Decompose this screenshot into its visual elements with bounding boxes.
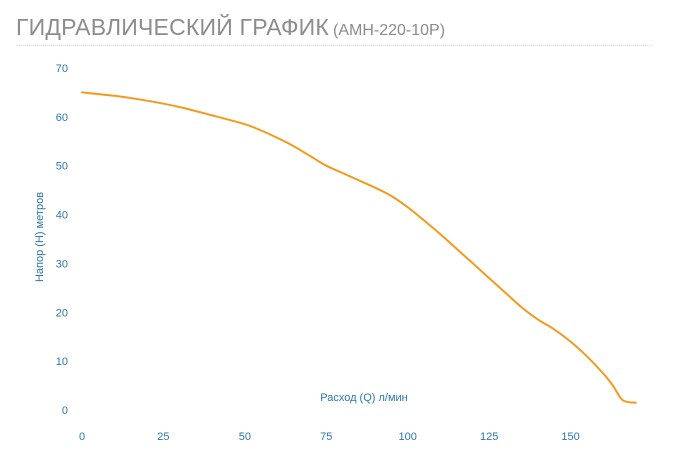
- x-tick-label: 150: [561, 431, 579, 443]
- x-tick-label: 100: [399, 431, 417, 443]
- title-divider: [16, 45, 652, 46]
- pump-performance-curve: [81, 91, 637, 404]
- x-tick-label: 50: [239, 431, 251, 443]
- y-tick-label: 30: [56, 258, 68, 270]
- x-axis-label: Расход (Q) л/мин: [320, 392, 408, 404]
- y-tick-label: 60: [56, 112, 68, 124]
- y-tick-label: 70: [56, 63, 68, 75]
- x-axis-ticks: 0 25 50 75 100 125 150: [79, 431, 580, 443]
- y-axis-ticks: 0 10 20 30 40 50 60 70: [56, 63, 68, 417]
- y-tick-label: 10: [56, 356, 68, 368]
- y-tick-label: 40: [56, 210, 68, 222]
- chart-title-model: (АМН-220-10Р): [333, 22, 446, 39]
- x-tick-label: 25: [157, 431, 169, 443]
- y-tick-label: 50: [56, 161, 68, 173]
- y-tick-label: 20: [56, 307, 68, 319]
- x-tick-label: 125: [480, 431, 498, 443]
- y-axis-label: Напор (Н) метров: [34, 192, 46, 282]
- chart-title-main: ГИДРАВЛИЧЕСКИЙ ГРАФИК: [16, 14, 329, 40]
- y-tick-label: 0: [62, 405, 68, 417]
- chart-title: ГИДРАВЛИЧЕСКИЙ ГРАФИК (АМН-220-10Р): [16, 8, 445, 47]
- x-tick-label: 0: [79, 431, 85, 443]
- x-tick-label: 75: [320, 431, 332, 443]
